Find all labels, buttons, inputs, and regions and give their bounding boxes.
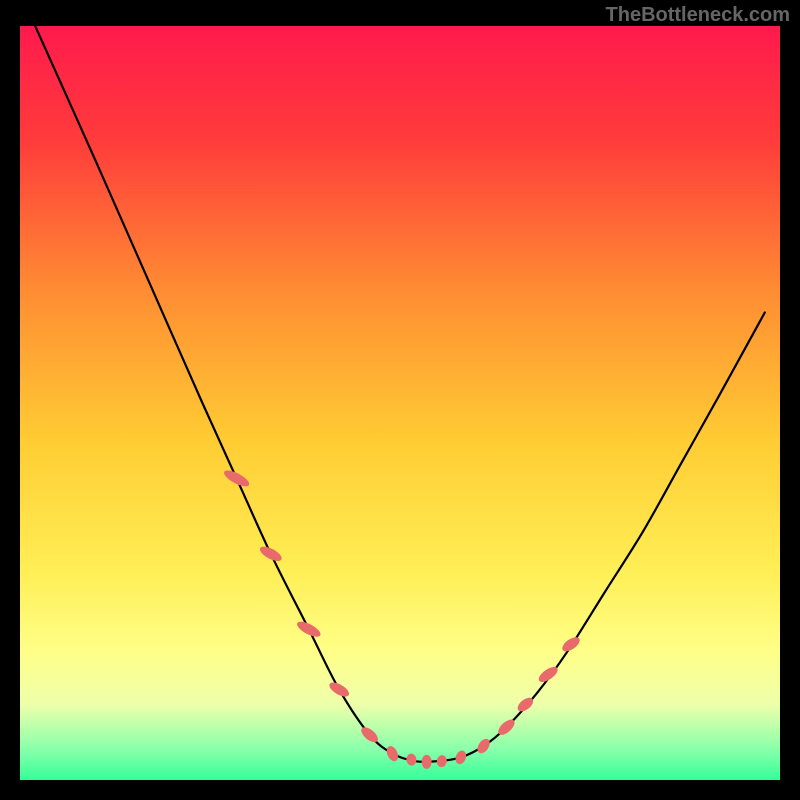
curve-marker [422,755,432,769]
watermark-text: TheBottleneck.com [606,4,790,27]
gradient-background [20,26,780,780]
bottleneck-curve-chart [20,26,780,780]
chart-plot-area [20,26,780,780]
chart-container: TheBottleneck.com [0,0,800,800]
